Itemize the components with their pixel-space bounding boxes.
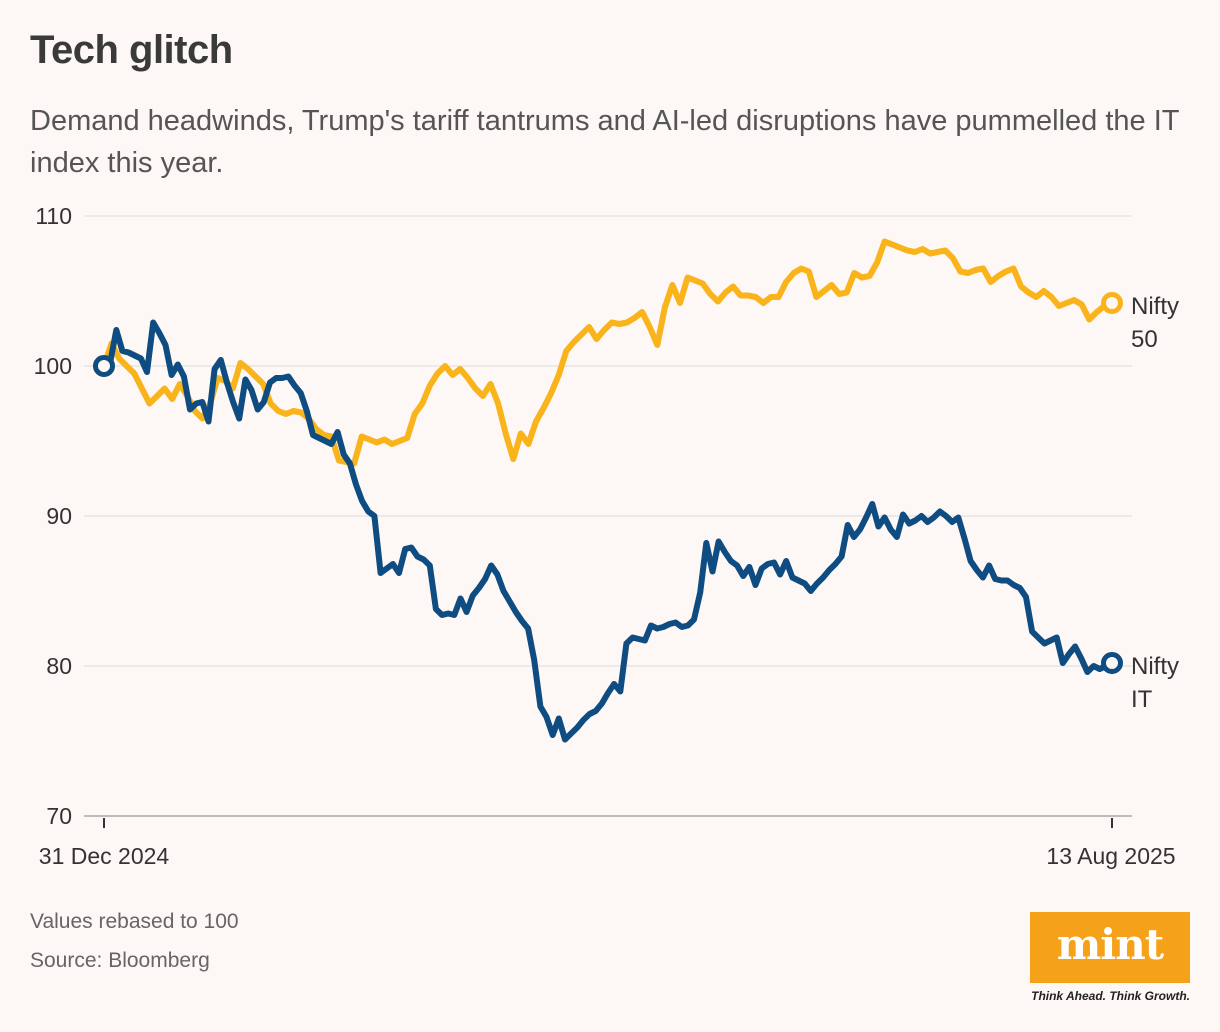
rebase-note: Values rebased to 100 [30,910,239,933]
chart-title: Tech glitch [30,28,233,72]
chart-subtitle: Demand headwinds, Trump's tariff tantrum… [30,105,1179,179]
end-marker-nifty-it [1101,652,1123,674]
source-note: Source: Bloomberg [30,949,210,972]
brand-tagline: Think Ahead. Think Growth. [1031,989,1190,1003]
series-lines [101,238,1115,743]
y-tick-label: 70 [46,803,72,829]
series-label-nifty-it: IT [1131,686,1153,713]
mint-logo: mint [1030,912,1190,983]
x-axis: 31 Dec 2024 13 Aug 2025 [39,818,1176,869]
x-tick-label: 13 Aug 2025 [1046,843,1175,869]
series-line-nifty-it [101,319,1115,743]
series-line-nifty-50 [101,238,1115,467]
y-tick-label: 100 [34,353,72,379]
series-label-nifty-50: 50 [1131,326,1158,353]
start-marker-nifty-it [93,355,115,377]
grid-lines: 70 80 90 100 110 [34,203,1132,829]
y-tick-label: 80 [46,653,72,679]
y-tick-label: 90 [46,503,72,529]
series-labels: Nifty 50 Nifty IT [93,292,1179,713]
series-label-nifty-50: Nifty [1131,293,1179,320]
x-tick-label: 31 Dec 2024 [39,843,170,869]
y-tick-label: 110 [35,203,72,229]
end-marker-nifty-50 [1101,292,1123,314]
series-label-nifty-it: Nifty [1131,653,1179,680]
